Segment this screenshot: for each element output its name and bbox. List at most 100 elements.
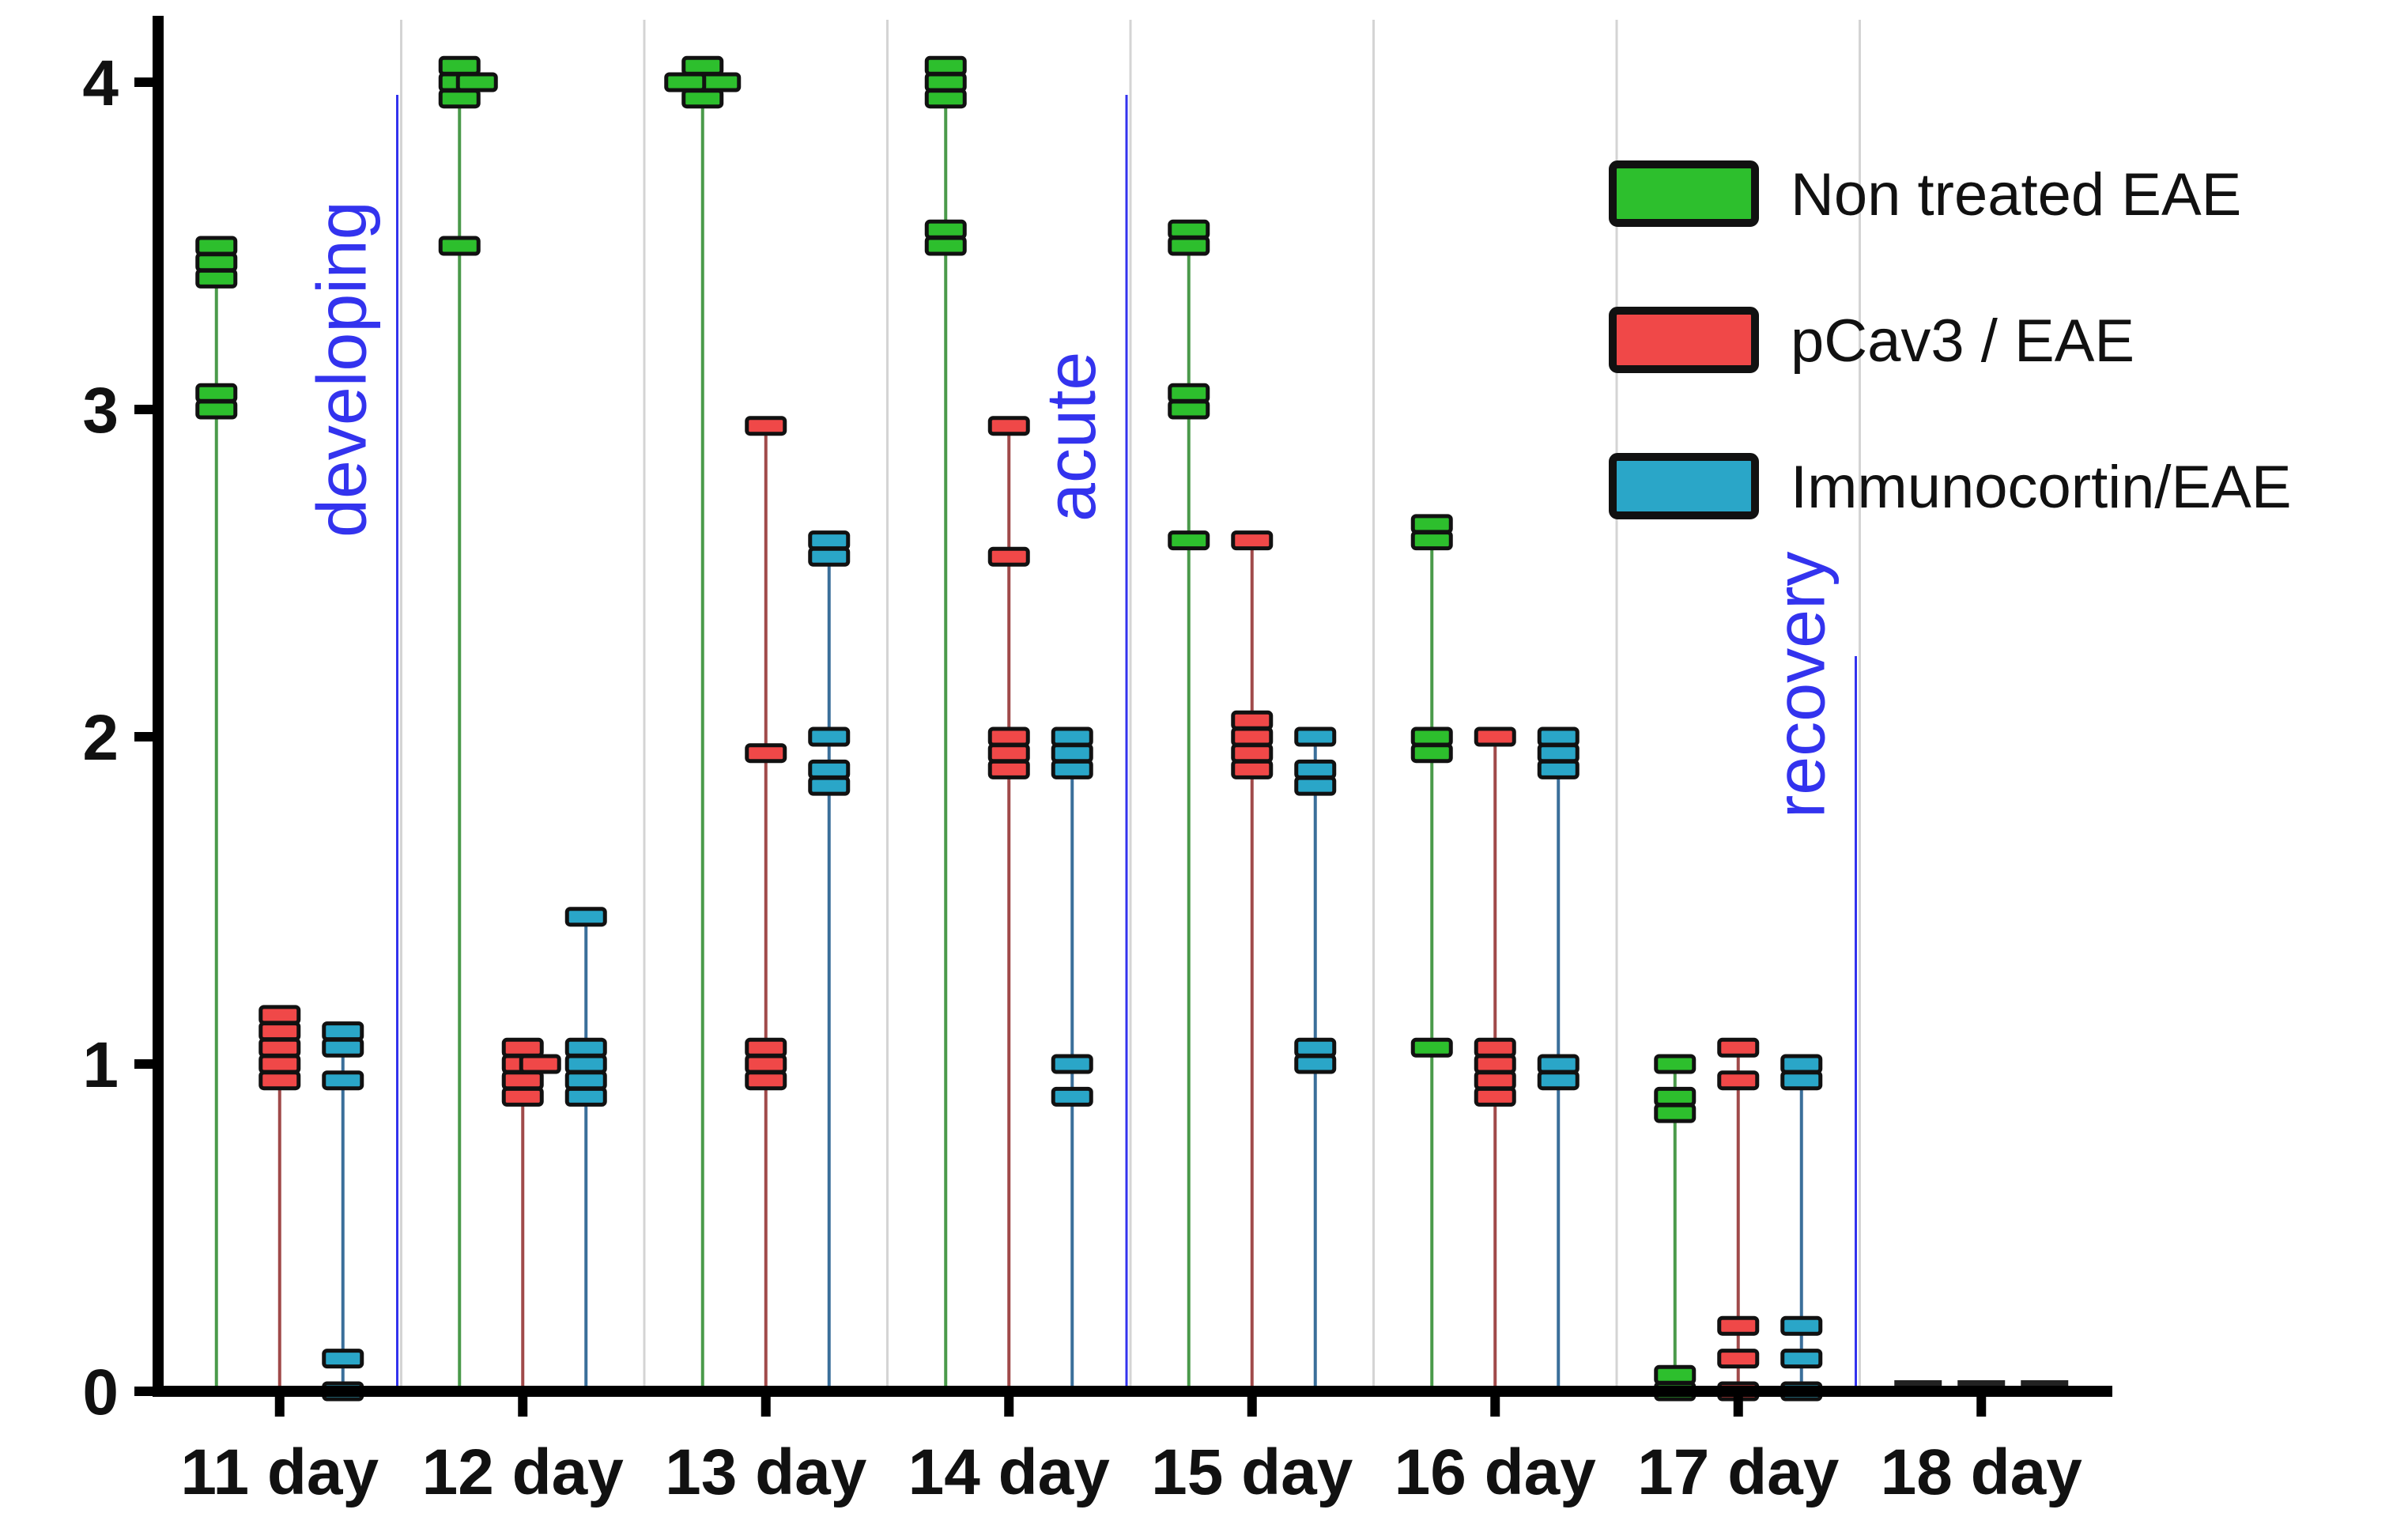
data-point-immunocortin-eae	[1051, 1054, 1093, 1074]
data-point-immunocortin-eae	[564, 1054, 607, 1074]
data-point-pcav3-eae	[1231, 530, 1274, 551]
data-point-pcav3-eae	[1474, 1086, 1516, 1107]
data-point-immunocortin-eae	[1780, 1315, 1823, 1336]
data-point-immunocortin-eae	[1051, 1086, 1093, 1107]
data-point-non-treated-eae	[195, 383, 238, 403]
data-point-non-treated-eae	[1654, 1086, 1697, 1107]
data-point-immunocortin-eae	[1294, 1037, 1337, 1058]
data-point-non-treated-eae	[1168, 530, 1210, 551]
data-point-pcav3-eae	[501, 1037, 544, 1058]
data-point-immunocortin-eae	[808, 759, 851, 779]
data-point-non-treated-eae	[681, 55, 724, 76]
legend-swatch	[1609, 160, 1759, 227]
data-point-non-treated-eae	[1168, 219, 1210, 240]
data-point-non-treated-eae	[924, 89, 967, 109]
legend-label: pCav3 / EAE	[1791, 308, 2134, 375]
x-tick-label: 13 day	[665, 1436, 867, 1508]
data-point-non-treated-eae	[924, 219, 967, 240]
data-point-immunocortin-eae	[564, 1086, 607, 1107]
data-point-non-treated-eae	[1168, 383, 1210, 403]
data-point-immunocortin-eae	[1294, 726, 1337, 747]
data-point-immunocortin-eae	[1294, 759, 1337, 779]
data-point-non-treated-eae	[1410, 514, 1453, 534]
data-point-non-treated-eae	[924, 55, 967, 76]
y-tick-label: 4	[82, 47, 119, 119]
data-point-pcav3-eae	[1474, 1037, 1516, 1058]
legend-label: Non treated EAE	[1791, 161, 2241, 228]
data-point-immunocortin-eae	[1780, 1070, 1823, 1091]
data-point-immunocortin-eae	[564, 1037, 607, 1058]
data-point-immunocortin-eae	[808, 530, 851, 551]
data-point-pcav3-eae	[1231, 710, 1274, 730]
data-point-immunocortin-eae	[1051, 726, 1093, 747]
x-tick-label: 17 day	[1637, 1436, 1840, 1508]
data-point-non-treated-eae	[1168, 399, 1210, 420]
data-point-non-treated-eae	[1654, 1054, 1697, 1074]
phase-label: developing	[303, 201, 381, 538]
x-tick-label: 18 day	[1881, 1436, 2083, 1508]
y-tick-label: 2	[82, 702, 119, 774]
data-point-non-treated-eae	[1654, 1103, 1697, 1123]
data-point-non-treated-eae	[681, 89, 724, 109]
data-points	[195, 55, 1823, 1402]
data-point-pcav3-eae	[1474, 1054, 1516, 1074]
data-point-immunocortin-eae	[1051, 743, 1093, 764]
data-point-immunocortin-eae	[808, 775, 851, 796]
data-point-pcav3-eae	[1717, 1037, 1760, 1058]
data-point-immunocortin-eae	[1537, 1070, 1580, 1091]
legend-swatch	[1609, 453, 1759, 519]
data-point-pcav3-eae	[1231, 726, 1274, 747]
data-point-immunocortin-eae	[1294, 1054, 1337, 1074]
data-point-pcav3-eae	[745, 743, 787, 764]
data-point-non-treated-eae	[455, 72, 498, 92]
data-point-immunocortin-eae	[564, 907, 607, 927]
x-tick-label: 15 day	[1151, 1436, 1353, 1508]
data-point-immunocortin-eae	[808, 546, 851, 567]
data-point-pcav3-eae	[987, 743, 1030, 764]
data-point-non-treated-eae	[195, 399, 238, 420]
data-point-non-treated-eae	[924, 236, 967, 256]
data-point-pcav3-eae	[259, 1037, 301, 1058]
data-point-non-treated-eae	[1410, 1037, 1453, 1058]
data-point-non-treated-eae	[1410, 743, 1453, 764]
y-tick-label: 0	[82, 1357, 119, 1428]
data-point-non-treated-eae	[1654, 1364, 1697, 1385]
legend: Non treated EAE pCav3 / EAE Immunocortin/E…	[1609, 160, 2292, 521]
x-tick-label: 11 day	[180, 1436, 379, 1508]
data-point-pcav3-eae	[1717, 1349, 1760, 1369]
y-tick-label: 3	[82, 375, 119, 447]
data-point-immunocortin-eae	[1780, 1349, 1823, 1369]
data-point-pcav3-eae	[259, 1070, 301, 1091]
data-point-pcav3-eae	[501, 1070, 544, 1091]
data-point-non-treated-eae	[438, 89, 481, 109]
data-point-non-treated-eae	[438, 55, 481, 76]
axes	[153, 16, 2112, 1397]
phase-markers: developing acute recovery	[303, 95, 1857, 1391]
data-point-immunocortin-eae	[322, 1037, 364, 1058]
data-point-non-treated-eae	[1410, 530, 1453, 551]
range-lines	[214, 66, 2069, 1391]
data-point-pcav3-eae	[745, 1054, 787, 1074]
y-tick-label: 1	[82, 1029, 119, 1101]
data-point-immunocortin-eae	[1537, 726, 1580, 747]
data-point-immunocortin-eae	[564, 1070, 607, 1091]
data-point-pcav3-eae	[1231, 743, 1274, 764]
y-ticks: 0 1 2 3 4	[82, 47, 158, 1428]
x-tick-label: 14 day	[908, 1436, 1111, 1508]
data-point-pcav3-eae	[519, 1054, 561, 1074]
data-point-pcav3-eae	[745, 416, 787, 436]
data-point-pcav3-eae	[987, 759, 1030, 779]
data-point-non-treated-eae	[1168, 236, 1210, 256]
data-point-non-treated-eae	[438, 236, 481, 256]
data-point-non-treated-eae	[924, 72, 967, 92]
data-point-pcav3-eae	[1474, 1070, 1516, 1091]
data-point-pcav3-eae	[1474, 726, 1516, 747]
data-point-non-treated-eae	[699, 72, 742, 92]
data-point-non-treated-eae	[1410, 726, 1453, 747]
data-point-pcav3-eae	[259, 1054, 301, 1074]
day-separators	[400, 20, 1861, 1391]
data-point-immunocortin-eae	[1051, 759, 1093, 779]
data-point-pcav3-eae	[987, 546, 1030, 567]
x-ticks: 11 day 12 day 13 day 14 day 15 day 16 day 17 d…	[180, 1391, 2082, 1508]
